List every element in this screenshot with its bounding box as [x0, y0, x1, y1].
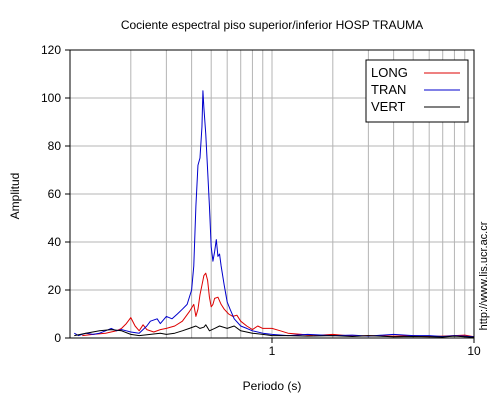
y-tick-label: 20	[48, 283, 62, 297]
legend: LONG TRAN VERT	[365, 59, 469, 123]
y-tick-label: 0	[54, 331, 61, 345]
y-tick-label: 80	[48, 139, 62, 153]
source-url: http://www.lis.ucr.ac.cr	[478, 221, 490, 330]
legend-label-long: LONG	[371, 65, 408, 80]
y-tick-label: 100	[41, 91, 61, 105]
series-line-tran	[74, 90, 475, 338]
y-tick-label: 60	[48, 187, 62, 201]
plot-series	[74, 90, 475, 338]
y-tick-label: 120	[41, 43, 61, 57]
x-tick-label: 1	[269, 344, 276, 358]
x-tick-label: 10	[467, 344, 481, 358]
legend-label-vert: VERT	[371, 99, 405, 114]
legend-label-tran: TRAN	[371, 82, 406, 97]
series-line-long	[82, 272, 475, 338]
legend-box	[365, 59, 469, 123]
y-tick-label: 40	[48, 235, 62, 249]
y-axis-label: Amplitud	[8, 173, 22, 220]
chart-title: Cociente espectral piso superior/inferio…	[121, 18, 423, 32]
x-axis-label: Periodo (s)	[243, 379, 302, 393]
axis-ticks: 0 20 40 60 80 100 120 1 10	[41, 43, 481, 358]
series-line-vert	[74, 324, 475, 338]
